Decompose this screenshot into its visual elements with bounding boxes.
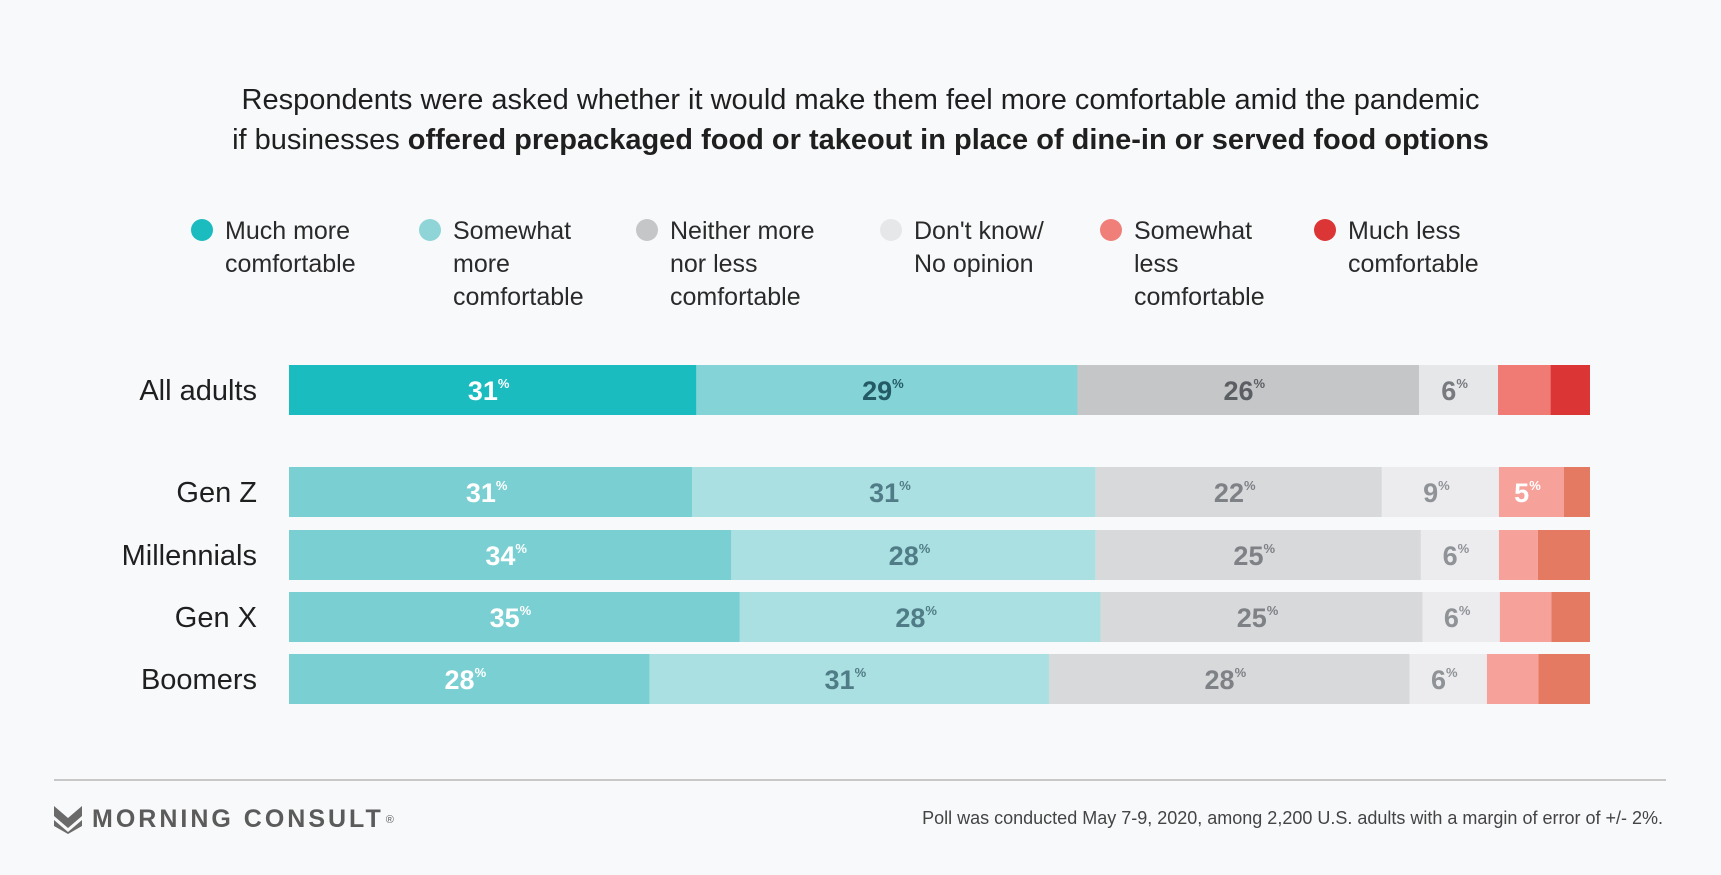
bar-segment-all-adults-1	[696, 365, 1078, 415]
legend-label-much-less: Much less comfortable	[1348, 217, 1479, 278]
legend-item-somewhat-more: Somewhat more comfortable	[419, 215, 584, 314]
bar-segment-all-adults-5	[1550, 365, 1590, 415]
data-label-gen-x-3: 6%	[1444, 603, 1471, 633]
legend-swatch-somewhat-more	[419, 219, 441, 241]
bar-segment-gen-z-4	[1498, 467, 1564, 517]
title-line-2-plain: if businesses	[232, 124, 408, 156]
bar-segment-all-adults-3	[1419, 365, 1499, 415]
bar-segment-millennials-2	[1095, 530, 1421, 580]
brand-name: MORNING CONSULT	[92, 805, 384, 833]
bar-segment-millennials-0	[289, 530, 732, 580]
bar-segment-gen-z-1	[692, 467, 1096, 517]
legend-label-much-more: Much more comfortable	[225, 217, 356, 278]
legend-item-somewhat-less: Somewhat less comfortable	[1100, 215, 1265, 314]
footer-divider	[54, 779, 1666, 781]
bar-segment-boomers-4	[1486, 654, 1539, 704]
brand-logo: MORNING CONSULT ®	[54, 805, 394, 834]
bar-segment-boomers-5	[1538, 654, 1590, 704]
poll-methodology-note: Poll was conducted May 7-9, 2020, among …	[922, 808, 1663, 828]
category-label-gen-z: Gen Z	[176, 477, 257, 509]
legend-item-neither: Neither more nor less comfortable	[636, 215, 815, 314]
title-line-2: if businesses offered prepackaged food o…	[0, 120, 1721, 160]
legend-label-somewhat-more: Somewhat more comfortable	[453, 217, 584, 311]
bar-segment-gen-x-5	[1551, 592, 1590, 642]
chart-title: Respondents were asked whether it would …	[0, 80, 1721, 160]
bar-segment-millennials-3	[1420, 530, 1499, 580]
legend-swatch-much-less	[1314, 219, 1336, 241]
category-label-all-adults: All adults	[139, 375, 257, 407]
legend-swatch-much-more	[191, 219, 213, 241]
bar-segment-boomers-0	[289, 654, 650, 704]
bar-segment-millennials-4	[1498, 530, 1538, 580]
bar-segment-all-adults-0	[289, 365, 697, 415]
bar-segment-gen-z-0	[289, 467, 693, 517]
legend-swatch-somewhat-less	[1100, 219, 1122, 241]
legend-label-neither: Neither more nor less comfortable	[670, 217, 815, 311]
legend-item-dont-know: Don't know/ No opinion	[880, 215, 1044, 281]
legend-label-dont-know: Don't know/ No opinion	[914, 217, 1044, 278]
legend-item-much-less: Much less comfortable	[1314, 215, 1479, 281]
legend-swatch-dont-know	[880, 219, 902, 241]
category-label-boomers: Boomers	[141, 664, 257, 696]
category-label-millennials: Millennials	[122, 540, 257, 572]
legend-swatch-neither	[636, 219, 658, 241]
bar-segment-gen-x-4	[1499, 592, 1552, 642]
legend-item-much-more: Much more comfortable	[191, 215, 356, 281]
legend: Much more comfortable Somewhat more comf…	[0, 215, 1721, 315]
bar-segment-all-adults-2	[1077, 365, 1420, 415]
bar-segment-boomers-1	[649, 654, 1049, 704]
brand-mark-icon	[54, 805, 82, 834]
bar-segment-gen-x-1	[739, 592, 1101, 642]
bar-segment-gen-z-3	[1381, 467, 1499, 517]
bar-segment-gen-x-3	[1422, 592, 1500, 642]
title-line-1: Respondents were asked whether it would …	[241, 84, 1480, 116]
bar-segment-boomers-3	[1409, 654, 1487, 704]
legend-label-somewhat-less: Somewhat less comfortable	[1134, 217, 1265, 311]
bar-segment-gen-x-2	[1100, 592, 1423, 642]
title-line-2-bold: offered prepackaged food or takeout in p…	[407, 124, 1489, 156]
bar-segment-gen-z-5	[1563, 467, 1590, 517]
bar-segment-millennials-1	[731, 530, 1096, 580]
bar-segment-boomers-2	[1048, 654, 1410, 704]
bar-segment-gen-z-2	[1095, 467, 1382, 517]
bar-segment-all-adults-4	[1498, 365, 1551, 415]
category-label-gen-x: Gen X	[175, 602, 257, 634]
bar-segment-millennials-5	[1537, 530, 1590, 580]
bar-segment-gen-x-0	[289, 592, 740, 642]
